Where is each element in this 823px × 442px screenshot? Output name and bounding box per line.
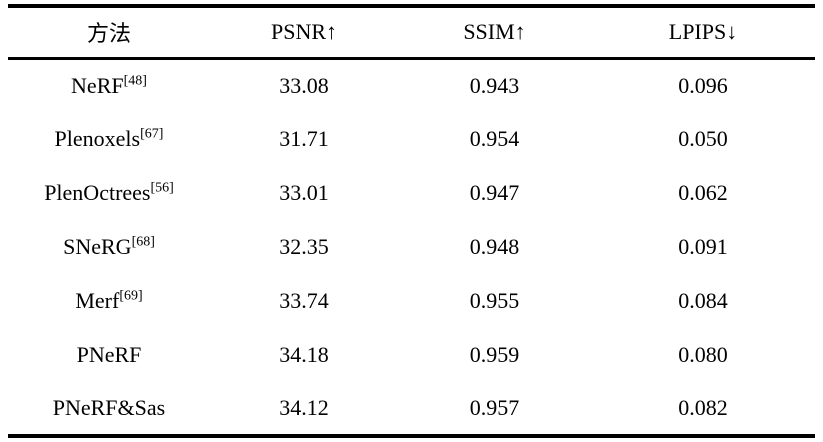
lpips-cell: 0.084 <box>678 288 728 313</box>
ssim-cell: 0.954 <box>469 126 520 151</box>
table-row: SNeRG[68] 32.35 0.948 0.091 <box>8 220 815 274</box>
citation-ref: [48] <box>123 73 147 89</box>
header-row: 方法 PSNR↑ SSIM↑ LPIPS↓ <box>8 6 815 58</box>
column-header-ssim: SSIM↑ <box>463 19 526 45</box>
table-row: Plenoxels[67] 31.71 0.954 0.050 <box>8 112 815 166</box>
psnr-cell: 32.35 <box>279 234 329 259</box>
lpips-cell: 0.050 <box>678 126 728 151</box>
lpips-cell: 0.062 <box>678 180 728 205</box>
citation-ref: [68] <box>131 234 155 250</box>
lpips-cell: 0.082 <box>678 395 728 420</box>
citation-ref: [67] <box>140 126 164 142</box>
method-name: PlenOctrees <box>44 180 151 205</box>
method-name: NeRF <box>71 72 124 98</box>
column-header-psnr: PSNR↑ <box>270 19 338 45</box>
psnr-cell: 33.01 <box>279 180 329 205</box>
method-name: PNeRF&Sas <box>52 395 166 420</box>
ssim-cell: 0.959 <box>469 342 520 367</box>
method-cell: PNeRF <box>8 328 210 382</box>
psnr-cell: 33.74 <box>279 288 329 313</box>
table-row: PNeRF&Sas 34.12 0.957 0.082 <box>8 382 815 436</box>
method-cell: PNeRF&Sas <box>8 382 210 436</box>
lpips-cell: 0.091 <box>678 234 728 259</box>
citation-ref: [56] <box>150 180 174 196</box>
psnr-cell: 34.12 <box>279 395 329 420</box>
ssim-cell: 0.955 <box>469 288 520 313</box>
psnr-cell: 31.71 <box>279 126 329 151</box>
citation-ref: [69] <box>119 288 143 304</box>
method-cell: PlenOctrees[56] <box>8 166 210 220</box>
lpips-cell: 0.080 <box>678 342 728 367</box>
method-cell: NeRF[48] <box>8 58 210 112</box>
method-name: Plenoxels <box>54 126 141 151</box>
table-row: Merf[69] 33.74 0.955 0.084 <box>8 274 815 328</box>
method-name: Merf <box>75 288 120 313</box>
ssim-cell: 0.948 <box>469 234 520 259</box>
column-header-lpips: LPIPS↓ <box>668 19 738 45</box>
psnr-cell: 33.08 <box>279 72 329 98</box>
method-cell: SNeRG[68] <box>8 220 210 274</box>
ssim-cell: 0.943 <box>469 72 520 98</box>
ssim-cell: 0.947 <box>469 180 520 205</box>
results-table: 方法 PSNR↑ SSIM↑ LPIPS↓ NeRF[48] 33.08 0.9… <box>8 4 815 438</box>
method-cell: Merf[69] <box>8 274 210 328</box>
method-name: PNeRF <box>76 342 142 367</box>
table-row: NeRF[48] 33.08 0.943 0.096 <box>8 58 815 112</box>
method-cell: Plenoxels[67] <box>8 112 210 166</box>
ssim-cell: 0.957 <box>469 395 520 420</box>
psnr-cell: 34.18 <box>279 342 329 367</box>
table-row: PlenOctrees[56] 33.01 0.947 0.062 <box>8 166 815 220</box>
table-row: PNeRF 34.18 0.959 0.080 <box>8 328 815 382</box>
method-name: SNeRG <box>63 234 132 259</box>
column-header-method: 方法 <box>86 21 131 47</box>
lpips-cell: 0.096 <box>678 72 728 98</box>
